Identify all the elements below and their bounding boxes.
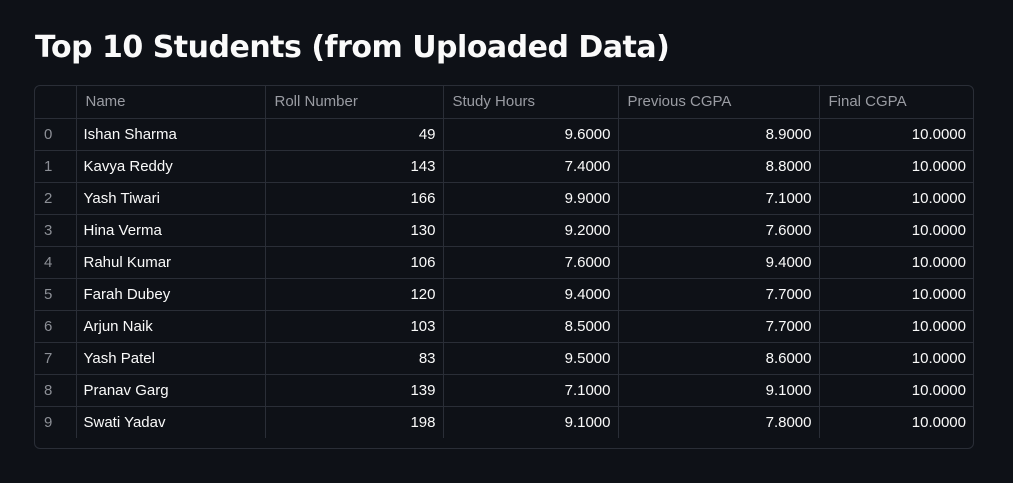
cell-final-cgpa[interactable]: 10.0000: [911, 413, 966, 431]
cell-previous-cgpa[interactable]: 7.7000: [618, 278, 820, 311]
row-index[interactable]: 5: [35, 278, 77, 311]
table-row: 8 Pranav Garg 139 7.1000 9.1000 10.0000: [35, 374, 973, 407]
page-title: Top 10 Students (from Uploaded Data): [35, 30, 670, 65]
cell-previous-cgpa[interactable]: 7.7000: [618, 310, 820, 343]
row-index[interactable]: 0: [35, 118, 77, 151]
cell-final-cgpa[interactable]: 10.0000: [819, 246, 973, 279]
cell-previous-cgpa[interactable]: 9.4000: [618, 246, 820, 279]
cell-study-hours[interactable]: 9.9000: [443, 182, 619, 215]
cell-roll-number[interactable]: 166: [265, 182, 444, 215]
table-row: 4 Rahul Kumar 106 7.6000 9.4000 10.0000: [35, 246, 973, 279]
cell-previous-cgpa[interactable]: 7.8000: [618, 406, 820, 438]
cell-study-hours[interactable]: 8.5000: [443, 310, 619, 343]
table-row: 5 Farah Dubey 120 9.4000 7.7000 10.0000: [35, 278, 973, 311]
cell-final-cgpa[interactable]: 10.0000: [819, 310, 973, 343]
table-row: 9 Swati Yadav 198 9.1000 7.8000 10.0000: [35, 406, 973, 438]
table-row: 1 Kavya Reddy 143 7.4000 8.8000 10.0000: [35, 150, 973, 183]
cell-roll-number[interactable]: 106: [265, 246, 444, 279]
cell-roll-number[interactable]: 103: [265, 310, 444, 343]
cell-roll-number[interactable]: 120: [265, 278, 444, 311]
column-header-index[interactable]: [35, 86, 77, 119]
cell-name[interactable]: Arjun Naik: [76, 310, 266, 343]
row-index[interactable]: 9: [35, 406, 77, 438]
column-header-name[interactable]: Name: [76, 86, 266, 119]
cell-name[interactable]: Rahul Kumar: [76, 246, 266, 279]
row-index[interactable]: 7: [35, 342, 77, 375]
cell-final-cgpa[interactable]: 10.0000: [819, 342, 973, 375]
row-index[interactable]: 2: [35, 182, 77, 215]
students-table[interactable]: Name Roll Number Study Hours Previous CG…: [34, 85, 974, 449]
row-index[interactable]: 3: [35, 214, 77, 247]
column-header-study-hours[interactable]: Study Hours: [443, 86, 619, 119]
table-row: 2 Yash Tiwari 166 9.9000 7.1000 10.0000: [35, 182, 973, 215]
cell-final-cgpa[interactable]: 10.0000: [819, 214, 973, 247]
cell-previous-cgpa[interactable]: 7.1000: [618, 182, 820, 215]
cell-final-cgpa[interactable]: 10.0000: [819, 278, 973, 311]
cell-final-cgpa[interactable]: 10.0000: [819, 182, 973, 215]
table-body: 0 Ishan Sharma 49 9.6000 8.9000 10.0000 1 Kavya…: [35, 118, 973, 438]
cell-previous-cgpa[interactable]: 8.9000: [618, 118, 820, 151]
row-index[interactable]: 8: [35, 374, 77, 407]
cell-final-cgpa[interactable]: 10.0000: [819, 374, 973, 407]
cell-study-hours[interactable]: 9.6000: [443, 118, 619, 151]
cell-previous-cgpa[interactable]: 8.6000: [618, 342, 820, 375]
cell-name[interactable]: Farah Dubey: [76, 278, 266, 311]
cell-name[interactable]: Swati Yadav: [76, 406, 266, 438]
cell-study-hours[interactable]: 7.4000: [443, 150, 619, 183]
table-row: 3 Hina Verma 130 9.2000 7.6000 10.0000: [35, 214, 973, 247]
cell-study-hours[interactable]: 9.5000: [443, 342, 619, 375]
cell-study-hours[interactable]: 7.6000: [443, 246, 619, 279]
cell-study-hours[interactable]: 9.1000: [443, 406, 619, 438]
table-row: 6 Arjun Naik 103 8.5000 7.7000 10.0000: [35, 310, 973, 343]
row-index[interactable]: 4: [35, 246, 77, 279]
table-row: 0 Ishan Sharma 49 9.6000 8.9000 10.0000: [35, 118, 973, 151]
cell-name[interactable]: Pranav Garg: [76, 374, 266, 407]
cell-roll-number[interactable]: 130: [265, 214, 444, 247]
cell-name[interactable]: Yash Tiwari: [76, 182, 266, 215]
cell-roll-number[interactable]: 198: [265, 406, 444, 438]
cell-previous-cgpa[interactable]: 9.1000: [618, 374, 820, 407]
cell-study-hours[interactable]: 9.2000: [443, 214, 619, 247]
cell-roll-number[interactable]: 83: [265, 342, 444, 375]
cell-name[interactable]: Yash Patel: [76, 342, 266, 375]
cell-roll-number[interactable]: 49: [265, 118, 444, 151]
cell-previous-cgpa[interactable]: 7.6000: [618, 214, 820, 247]
header-row: Name Roll Number Study Hours Previous CG…: [35, 86, 973, 119]
column-header-final-cgpa[interactable]: Final CGPA: [819, 86, 973, 119]
cell-study-hours[interactable]: 7.1000: [443, 374, 619, 407]
column-header-roll-number[interactable]: Roll Number: [265, 86, 444, 119]
column-header-previous-cgpa[interactable]: Previous CGPA: [618, 86, 820, 119]
cell-name[interactable]: Kavya Reddy: [76, 150, 266, 183]
cell-roll-number[interactable]: 143: [265, 150, 444, 183]
row-index[interactable]: 6: [35, 310, 77, 343]
cell-previous-cgpa[interactable]: 8.8000: [618, 150, 820, 183]
table-row: 7 Yash Patel 83 9.5000 8.6000 10.0000: [35, 342, 973, 375]
cell-final-cgpa[interactable]: 10.0000: [819, 150, 973, 183]
data-grid: Name Roll Number Study Hours Previous CG…: [35, 86, 973, 438]
row-index[interactable]: 1: [35, 150, 77, 183]
cell-final-cgpa[interactable]: 10.0000: [819, 118, 973, 151]
cell-study-hours[interactable]: 9.4000: [443, 278, 619, 311]
cell-roll-number[interactable]: 139: [265, 374, 444, 407]
cell-name[interactable]: Hina Verma: [76, 214, 266, 247]
cell-name[interactable]: Ishan Sharma: [76, 118, 266, 151]
